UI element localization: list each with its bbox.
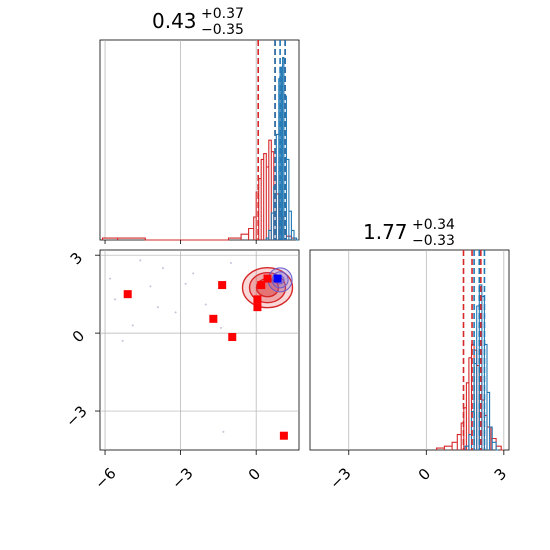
sample-dot [121, 339, 124, 342]
sample-dot [131, 324, 134, 327]
sample-dot [114, 298, 117, 301]
scatter-panel [109, 259, 294, 440]
tick-marks [95, 240, 505, 455]
param2-title-upper-error: +0.34 [412, 217, 455, 233]
sample-dot [156, 306, 159, 309]
red-square-marker [263, 274, 272, 283]
sample-dot [139, 259, 142, 262]
param1-title-median: 0.43 [152, 9, 197, 33]
blue-square-marker [273, 274, 282, 283]
sample-dot [192, 272, 195, 275]
sample-dot [219, 326, 222, 329]
red-square-marker [209, 314, 218, 323]
sample-dot [149, 285, 152, 288]
param1-title-upper-error: +0.37 [201, 6, 244, 22]
sample-dot [204, 303, 207, 306]
param2-histogram [436, 250, 504, 451]
sample-dot [229, 261, 232, 264]
red-square-marker [253, 303, 262, 312]
scatter-xtick-label: −6 [91, 464, 119, 492]
scatter-panel-frame [99, 249, 300, 451]
red-square-marker [123, 290, 132, 299]
scatter-ytick-label: 3 [67, 249, 86, 268]
param1-histogram [101, 40, 299, 241]
sample-dot [109, 277, 112, 280]
scatter-xtick-label: 0 [245, 465, 264, 484]
param2-title-median: 1.77 [363, 220, 408, 244]
red-square-marker [257, 281, 266, 290]
sample-dot [222, 430, 225, 433]
sample-dot [161, 267, 164, 270]
param2-xtick-label: 3 [491, 465, 510, 484]
scatter-ytick-label: 0 [69, 327, 88, 346]
red-square-marker [228, 333, 237, 342]
scatter-xtick-label: −3 [168, 464, 196, 492]
param1-blue-histogram [265, 57, 299, 241]
param1-title-lower-error: −0.35 [201, 22, 244, 38]
sample-dot [174, 311, 177, 314]
sample-dot [184, 282, 187, 285]
red-square-marker [279, 431, 288, 440]
red-square-marker [218, 281, 227, 290]
scatter-ytick-label: −3 [62, 402, 90, 430]
grid-lines [100, 40, 505, 450]
param2-xtick-label: −3 [326, 464, 354, 492]
param2-title-lower-error: −0.33 [412, 233, 455, 249]
param2-xtick-label: 0 [415, 465, 434, 484]
red-square-marker [253, 295, 262, 304]
